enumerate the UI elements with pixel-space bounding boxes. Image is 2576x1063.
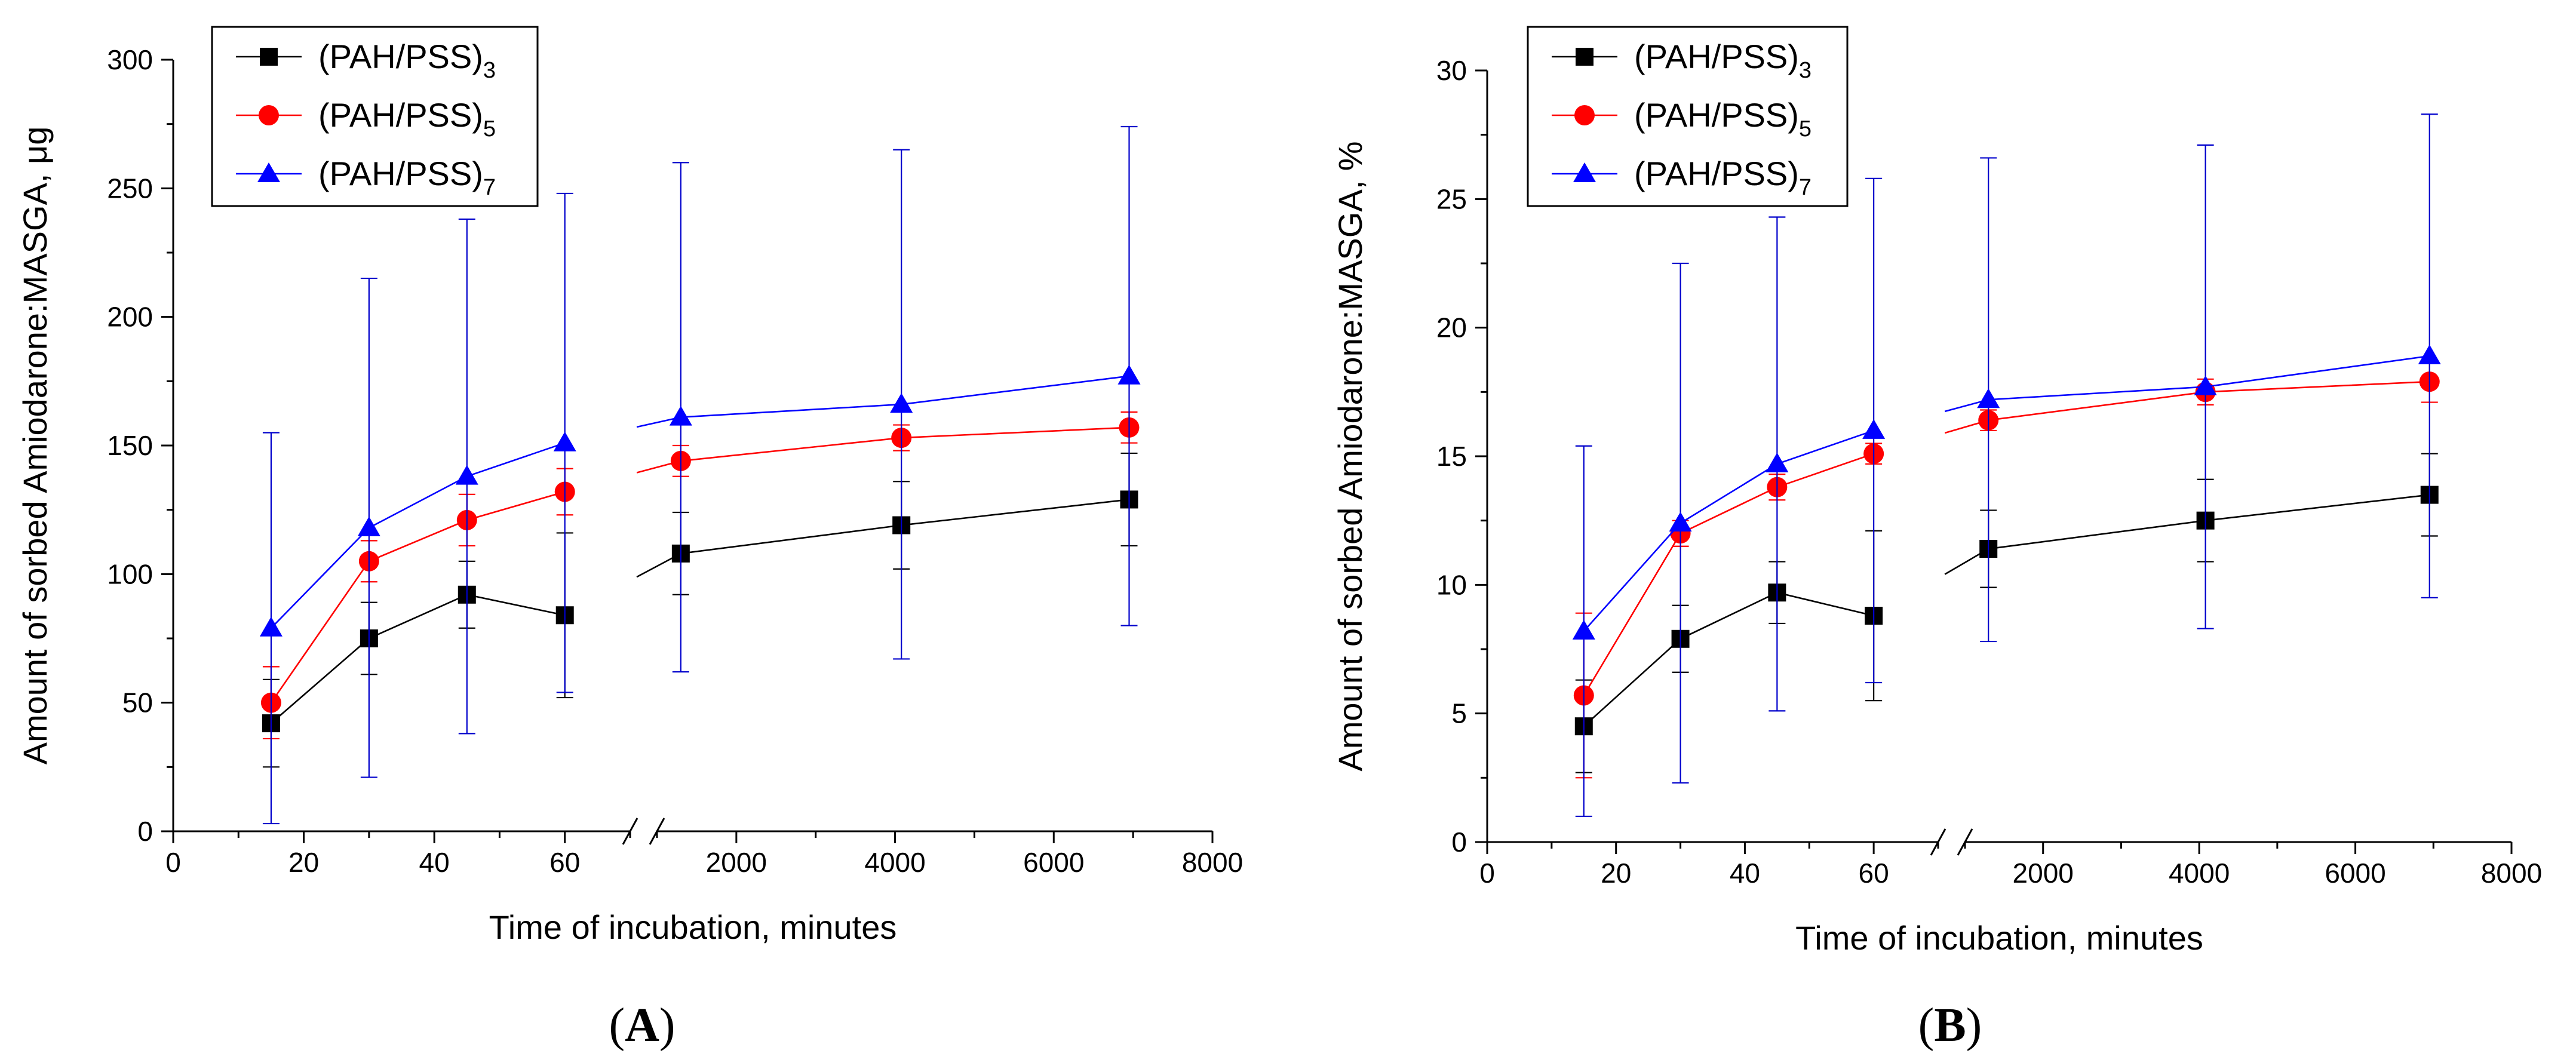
- data-point-triangle: [357, 516, 380, 536]
- series-circle: [1573, 360, 2440, 779]
- x-tick-label: 2000: [2013, 858, 2074, 889]
- y-tick-label: 150: [107, 430, 153, 461]
- y-tick-label: 25: [1436, 183, 1467, 214]
- legend-label-name: (PAH/PSS): [1634, 96, 1799, 134]
- legend-label-subscript: 3: [1799, 58, 1812, 83]
- legend-label-name: (PAH/PSS): [318, 155, 483, 192]
- legend-label-subscript: 5: [1799, 116, 1812, 142]
- legend-marker-circle: [259, 105, 279, 125]
- data-point-triangle: [1766, 452, 1789, 472]
- legend-marker-square: [1576, 48, 1594, 66]
- panel-label-letter: A: [625, 999, 659, 1052]
- x-axis-label: Time of incubation, minutes: [489, 908, 897, 946]
- y-tick-label: 0: [1451, 827, 1467, 858]
- legend-label-subscript: 5: [483, 116, 496, 142]
- series-line: [1583, 591, 1874, 727]
- y-tick-label: 0: [137, 816, 153, 847]
- y-tick-label: 20: [1436, 312, 1467, 343]
- x-tick-label: 20: [1601, 858, 1631, 889]
- x-tick-label: 20: [288, 847, 319, 878]
- data-point-triangle: [1862, 419, 1886, 439]
- panel-b: 0 5 10 15 20 25 30 0 20 40 60 2000 4000 6000 8000 Time …: [1331, 26, 2542, 1052]
- series-square: [262, 452, 1138, 768]
- y-axis-label: Amount of sorbed Amiodarone:MASGA, μg: [16, 127, 54, 765]
- legend-label: (PAH/PSS)3: [318, 38, 496, 83]
- data-point-triangle: [890, 393, 913, 413]
- data-point-triangle: [1572, 619, 1595, 640]
- y-tick-label: 30: [1436, 55, 1467, 86]
- y-tick-label: 200: [107, 302, 153, 333]
- data-point-triangle: [455, 465, 478, 485]
- legend-label-name: (PAH/PSS): [318, 38, 483, 75]
- legend-label: (PAH/PSS)3: [1634, 38, 1812, 83]
- legend: (PAH/PSS)3(PAH/PSS)5(PAH/PSS)7: [211, 26, 539, 207]
- y-tick-label: 50: [122, 687, 153, 718]
- panel-label-open: (: [609, 999, 625, 1052]
- series-line: [1583, 453, 1874, 696]
- legend-marker-triangle: [257, 162, 280, 182]
- legend-label: (PAH/PSS)7: [318, 155, 496, 200]
- legend-label-subscript: 3: [483, 58, 496, 83]
- data-point-triangle: [553, 431, 576, 451]
- data-point-triangle: [2194, 375, 2217, 395]
- data-point-triangle: [1977, 388, 2000, 408]
- series-square: [1574, 453, 2439, 773]
- x-tick-label: 0: [165, 847, 181, 878]
- panel-label-close: ): [1966, 999, 1982, 1052]
- y-tick-label: 250: [107, 173, 153, 204]
- y-axis-label: Amount of sorbed Amiodarone:MASGA, %: [1331, 141, 1369, 771]
- panel-label-open: (: [1918, 999, 1935, 1052]
- data-point-triangle: [2418, 345, 2441, 365]
- y-tick-label: 300: [107, 44, 153, 75]
- series-line: [270, 491, 566, 703]
- legend-label-name: (PAH/PSS): [318, 96, 483, 134]
- x-tick-label: 4000: [864, 847, 925, 878]
- x-tick-label: 40: [1730, 858, 1760, 889]
- x-tick-label: 0: [1479, 858, 1495, 889]
- panel-label-close: ): [659, 999, 676, 1052]
- series-circle: [260, 411, 1140, 740]
- series-triangle: [259, 125, 1141, 825]
- x-tick-label: 6000: [1023, 847, 1084, 878]
- legend: (PAH/PSS)3(PAH/PSS)5(PAH/PSS)7: [1527, 26, 1849, 207]
- panel-label: (A): [609, 999, 675, 1052]
- y-tick-label: 5: [1451, 698, 1467, 729]
- panel-label: (B): [1918, 999, 1982, 1052]
- panel-a: 0 50 100 150 200 250 300 0 20 40 60 2000 4000 6000 800…: [16, 26, 1243, 1052]
- legend-marker-triangle: [1573, 162, 1596, 182]
- data-point-triangle: [1117, 364, 1141, 385]
- x-tick-label: 2000: [706, 847, 767, 878]
- series-line: [271, 594, 565, 724]
- legend-label-name: (PAH/PSS): [1634, 155, 1799, 192]
- data-point-triangle: [259, 616, 283, 637]
- legend-label: (PAH/PSS)5: [1634, 96, 1812, 142]
- data-point-triangle: [1669, 511, 1692, 532]
- x-tick-label: 60: [549, 847, 580, 878]
- data-point-triangle: [669, 405, 692, 426]
- x-tick-label: 8000: [1182, 847, 1243, 878]
- legend-label-name: (PAH/PSS): [1634, 38, 1799, 75]
- x-tick-label: 4000: [2169, 858, 2230, 889]
- legend-marker-circle: [1574, 105, 1595, 125]
- panel-label-letter: B: [1934, 999, 1966, 1052]
- series-triangle: [1572, 113, 2441, 818]
- legend-marker-square: [260, 48, 278, 66]
- legend-label-subscript: 7: [483, 175, 496, 200]
- y-tick-label: 100: [107, 558, 153, 589]
- legend-label-subscript: 7: [1799, 175, 1812, 200]
- x-tick-label: 40: [419, 847, 450, 878]
- x-tick-label: 60: [1859, 858, 1889, 889]
- x-tick-label: 6000: [2325, 858, 2385, 889]
- legend-label: (PAH/PSS)7: [1634, 155, 1812, 200]
- x-axis-label: Time of incubation, minutes: [1795, 919, 2203, 957]
- y-tick-label: 15: [1436, 441, 1467, 472]
- series-line: [1583, 429, 1874, 632]
- x-tick-label: 8000: [2481, 858, 2542, 889]
- legend-label: (PAH/PSS)5: [318, 96, 496, 142]
- series-line: [270, 442, 566, 629]
- y-tick-label: 10: [1436, 569, 1467, 600]
